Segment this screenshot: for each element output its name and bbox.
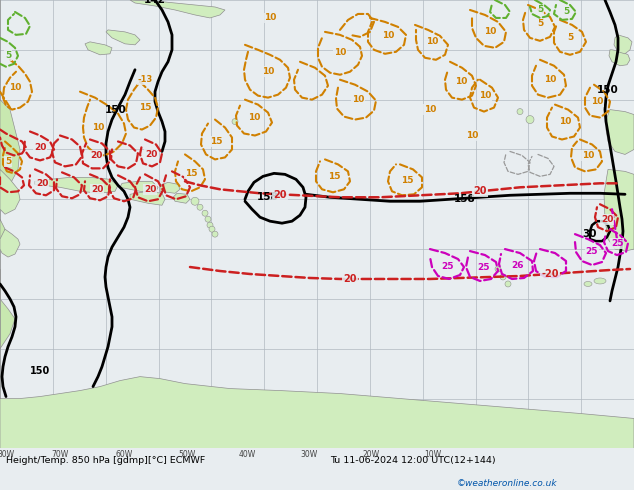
Text: 20: 20 [90,151,102,160]
Circle shape [191,197,199,205]
Text: 70W: 70W [51,450,69,460]
Text: 20: 20 [601,215,613,224]
Polygon shape [106,30,140,45]
Circle shape [197,204,203,210]
Polygon shape [0,269,634,448]
Ellipse shape [594,278,606,284]
Text: 5: 5 [537,20,543,28]
Text: 25: 25 [611,239,623,247]
Circle shape [207,222,213,228]
Text: 142: 142 [144,0,166,5]
Text: 50W: 50W [178,450,196,460]
Text: 10: 10 [334,49,346,57]
Circle shape [495,266,501,272]
Polygon shape [173,193,190,203]
Polygon shape [609,50,630,66]
Circle shape [500,274,506,280]
Text: 10: 10 [559,117,571,126]
Polygon shape [35,177,118,193]
Text: 10: 10 [424,105,436,114]
Text: 10: 10 [484,27,496,36]
Text: 158: 158 [454,194,476,204]
Text: 60W: 60W [115,450,133,460]
Text: 25: 25 [586,246,598,256]
Text: 15: 15 [328,172,340,181]
Text: 10: 10 [466,131,478,140]
Text: 5: 5 [5,157,11,166]
Text: 10: 10 [352,95,364,104]
Text: 10: 10 [582,151,594,160]
Text: 20: 20 [36,179,48,188]
Text: 15: 15 [139,103,152,112]
Polygon shape [85,42,112,55]
Text: 25: 25 [478,263,490,271]
Circle shape [526,116,534,123]
Text: Tu 11-06-2024 12:00 UTC(12+144): Tu 11-06-2024 12:00 UTC(12+144) [330,456,495,465]
Text: 5: 5 [5,51,11,60]
Text: 10: 10 [591,97,603,106]
Text: 5: 5 [567,33,573,42]
Circle shape [517,109,523,115]
Circle shape [505,281,511,287]
Text: -20: -20 [541,269,559,279]
Text: 15: 15 [184,169,197,178]
Text: 10: 10 [264,13,276,23]
Text: 15: 15 [210,137,223,146]
Text: 20: 20 [343,274,357,284]
Text: 30: 30 [583,229,597,239]
Text: Height/Temp. 850 hPa [gdmp][°C] ECMWF: Height/Temp. 850 hPa [gdmp][°C] ECMWF [6,456,205,465]
Polygon shape [160,182,180,193]
Polygon shape [120,181,158,193]
Text: 20: 20 [144,185,156,194]
Text: 15: 15 [401,176,413,185]
Text: 5: 5 [537,5,543,15]
Text: 10: 10 [479,91,491,100]
Text: 10: 10 [262,67,274,76]
Text: 10: 10 [92,123,104,132]
Text: 80W: 80W [0,450,15,460]
Text: 20: 20 [145,150,157,159]
Text: 30W: 30W [301,450,318,460]
Text: 150: 150 [105,104,127,115]
Text: 10: 10 [455,77,467,86]
Text: 10: 10 [248,113,260,122]
Polygon shape [0,0,20,349]
Text: 25: 25 [442,262,454,270]
Text: 20W: 20W [362,450,380,460]
Polygon shape [614,35,632,54]
Text: 20: 20 [473,186,487,196]
Text: 26: 26 [512,261,524,270]
Circle shape [202,210,208,216]
Text: 10: 10 [9,83,21,92]
Text: 20: 20 [273,190,287,200]
Ellipse shape [584,281,592,287]
Polygon shape [130,191,165,205]
Text: ©weatheronline.co.uk: ©weatheronline.co.uk [456,479,557,488]
Circle shape [205,216,211,222]
Polygon shape [0,229,20,257]
Polygon shape [604,170,634,251]
Circle shape [209,226,215,232]
Circle shape [232,119,238,124]
Text: 20: 20 [34,143,46,152]
Circle shape [212,231,218,237]
Text: 158: 158 [257,192,279,202]
Polygon shape [130,0,225,18]
Text: 10: 10 [544,75,556,84]
Text: 150: 150 [30,366,50,376]
Text: 20: 20 [91,185,103,194]
Text: 10: 10 [382,31,394,40]
Text: 40W: 40W [238,450,256,460]
Text: 10W: 10W [424,450,441,460]
Polygon shape [0,170,20,214]
Text: 150: 150 [597,85,619,95]
Text: 10: 10 [426,37,438,47]
Text: -13: -13 [138,75,153,84]
Text: 5: 5 [563,7,569,17]
Polygon shape [606,110,634,154]
